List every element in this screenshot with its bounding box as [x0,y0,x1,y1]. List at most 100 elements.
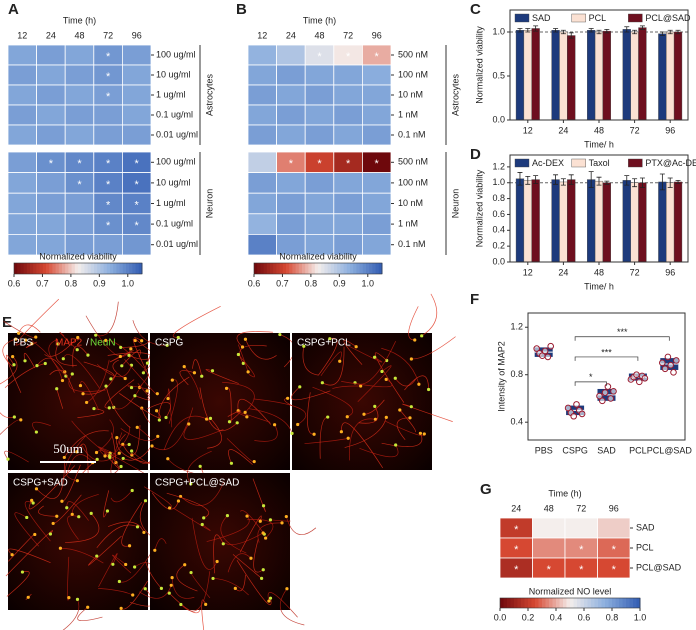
colorbar-swatch [84,263,89,274]
x-tick-label: 12 [523,267,533,277]
heatmap-cell [36,104,66,126]
y-axis-title: Intensity of MAP2 [496,341,506,412]
soma [208,416,213,420]
neurite [121,349,141,367]
x-tick-label: 96 [372,30,382,40]
heatmap-cell [7,84,38,106]
colorbar-swatch [286,263,290,274]
bar [515,178,525,263]
colorbar-swatch [573,598,578,608]
neurite [14,512,39,547]
soma [384,377,388,381]
y-tick-label: 10 ug/ml [156,69,191,79]
error-bar [624,175,630,186]
soma [298,385,302,389]
soma [143,587,147,591]
colorbar-swatch [263,263,268,274]
colorbar-swatch [314,263,319,274]
neurite [6,571,30,597]
soma [56,342,60,346]
heatmap-cell [7,151,38,174]
neurite [64,430,109,458]
neurite [227,410,242,423]
soma [224,386,229,390]
soma [34,430,38,434]
group-label: Neuron [450,189,460,219]
soma [11,355,15,359]
soma [133,565,137,569]
soma [166,396,170,401]
data-point [564,404,572,412]
bar [515,30,525,121]
group-label: Astrocytes [450,73,460,116]
colorbar-swatch [276,263,281,274]
colorbar-tick-label: 0.8 [305,278,318,288]
soma [55,514,59,518]
heatmap-cell [304,172,335,194]
soma [75,479,79,483]
colorbar-swatch [68,263,73,274]
neurite [4,450,29,463]
colorbar-swatch [636,598,641,608]
soma [338,359,342,363]
heatmap-cell [333,213,363,235]
heatmap-cell [247,192,278,215]
soma [422,432,426,436]
soma [26,595,30,599]
soma [129,347,133,351]
neurite [252,478,266,512]
data-point [661,365,669,373]
x-tick-label: SAD [597,445,616,455]
data-point [573,401,580,408]
neurite [236,331,273,348]
soma [117,451,121,455]
stain-label: NeuN [90,338,116,349]
soma [326,415,330,419]
neurite [15,298,60,346]
significance-mark: * [579,544,584,556]
neurite [68,373,106,392]
soma [77,515,81,519]
heatmap-cell [36,84,66,106]
colorbar-swatch [531,598,536,608]
significance-mark: * [375,51,380,63]
significance-mark: * [346,158,351,170]
error-bar [632,29,638,35]
colorbar-swatch [340,263,345,274]
neurite [151,407,194,451]
soma [312,432,316,436]
panel-label: D [470,146,481,163]
y-tick-label: 0.1 nM [398,239,426,249]
y-tick-label: 100 ug/ml [156,49,196,59]
x-tick-label: 24 [46,30,56,40]
soma [339,430,343,434]
neurite [105,386,131,429]
neurite [176,564,198,592]
soma [243,337,248,341]
x-tick-label: 12 [17,30,27,40]
panel-label: E [2,314,12,331]
neurite [23,352,36,368]
bar [602,182,611,263]
heatmap-cell [276,192,306,215]
colorbar-swatch [126,263,130,274]
neurite [344,417,387,448]
soma [200,374,204,378]
data-point [578,410,586,418]
heatmap-cell [361,233,392,256]
bar [567,179,576,263]
colorbar-swatch [608,598,613,608]
soma [145,361,150,365]
soma [170,576,174,580]
neurite [139,373,149,388]
neurite [411,336,456,360]
x-tick-label: 48 [544,503,554,513]
heatmap-cell [304,84,335,106]
neurite [302,346,319,376]
neurite [267,592,298,618]
soma [105,509,110,513]
colorbar-swatch [615,598,620,608]
neurite [146,402,171,418]
y-tick-label: 0.01 ug/ml [156,239,198,249]
soma [119,464,123,469]
